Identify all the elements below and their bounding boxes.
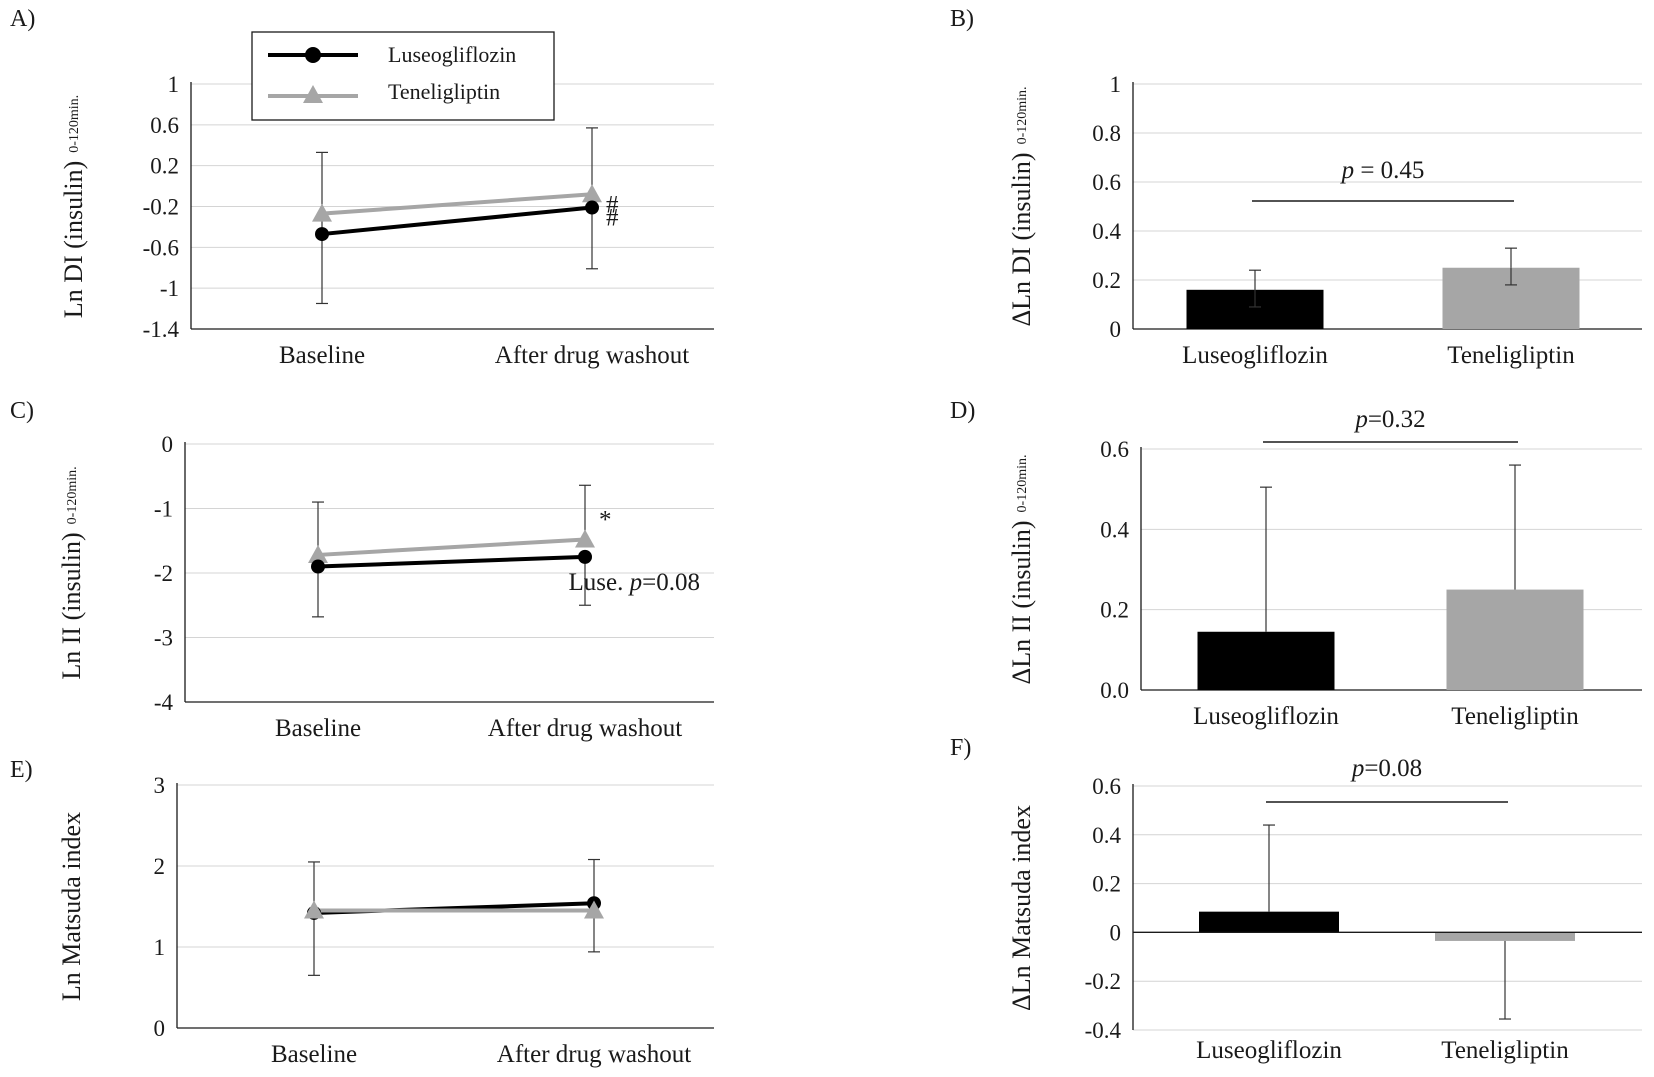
y-tick-label: -1.4	[143, 317, 180, 342]
panel-label: B)	[950, 6, 974, 32]
y-axis-label: Ln Matsuda index	[57, 812, 86, 1001]
legend-box	[251, 31, 555, 121]
y-tick-label: 0.4	[1092, 219, 1121, 244]
y-tick-label: 0.2	[1092, 872, 1121, 897]
x-category-label: After drug washout	[488, 715, 682, 742]
y-tick-label: 0	[154, 1016, 166, 1041]
y-tick-label: 0.6	[1092, 170, 1121, 195]
x-category-label: Luseogliflozin	[1196, 1037, 1342, 1064]
panel-a: A) 1 0.6 0.2 -0.2 -0.6 -1 -1.4 Ln DI (insulin)0-…	[10, 6, 714, 369]
panel-e: E) 3 2 1 0 Ln Matsuda index Baseline After drug…	[10, 757, 714, 1068]
panel-label: C)	[10, 398, 34, 424]
y-tick-label: -3	[154, 626, 173, 651]
y-tick-label: 2	[154, 854, 166, 879]
legend-marker-teneligliptin	[303, 85, 323, 103]
y-tick-label: 0.0	[1100, 678, 1129, 703]
bar-luseogliflozin	[1197, 631, 1335, 690]
y-tick-label: 0	[162, 432, 174, 457]
p-value-label: p=0.08	[1350, 755, 1422, 782]
annotation-marker: #	[606, 191, 619, 218]
bar-teneligliptin	[1435, 932, 1575, 941]
x-category-label: After drug washout	[497, 1041, 691, 1068]
annotation-pvalue: Luse. p=0.08	[569, 569, 700, 596]
y-tick-label: 0.2	[1092, 268, 1121, 293]
data-point-teneligliptin	[304, 900, 324, 919]
series-line-teneligliptin	[317, 537, 586, 557]
annotation-marker: #	[606, 205, 619, 232]
x-category-label: Baseline	[271, 1041, 357, 1068]
panel-label: F)	[950, 735, 971, 761]
y-tick-label: -0.2	[1085, 969, 1121, 994]
panel-c: C) 0 -1 -2 -3 -4 Ln II (insulin)0-120min. Basel…	[10, 398, 714, 742]
bar-luseogliflozin	[1199, 911, 1339, 933]
p-value-label: p=0.32	[1353, 406, 1425, 433]
series-line-luseogliflozin	[321, 205, 593, 237]
data-point-luseogliflozin	[578, 549, 592, 564]
y-tick-label: 0.2	[1100, 598, 1129, 623]
bar-teneligliptin	[1446, 589, 1584, 690]
x-category-label: Teneligliptin	[1451, 703, 1579, 730]
y-tick-label: -0.2	[143, 195, 179, 220]
x-category-label: Baseline	[275, 715, 361, 742]
data-point-luseogliflozin	[585, 200, 599, 215]
y-tick-label: 3	[154, 773, 166, 798]
data-point-teneligliptin	[575, 529, 595, 548]
y-tick-label: 0.4	[1100, 517, 1129, 542]
x-category-label: Luseogliflozin	[1193, 703, 1339, 730]
y-tick-label: 0	[1110, 920, 1122, 945]
data-point-luseogliflozin	[311, 559, 325, 574]
panel-d: D) 0.6 0.4 0.2 0.0 ΔLn II (insulin)0-120min. L…	[950, 398, 1642, 730]
y-tick-label: 0.2	[150, 154, 179, 179]
y-tick-label: -4	[154, 690, 174, 715]
x-category-label: Luseogliflozin	[1182, 342, 1328, 369]
data-point-teneligliptin	[582, 184, 602, 203]
annotation-marker: *	[599, 506, 612, 533]
y-tick-label: -2	[154, 561, 173, 586]
y-tick-label: 0.6	[1100, 437, 1129, 462]
y-axis-label: Ln DI (insulin)0-120min.	[59, 95, 88, 318]
legend-label-teneligliptin: Teneligliptin	[388, 79, 500, 104]
y-tick-label: 1	[1110, 72, 1122, 97]
y-tick-label: 0.8	[1092, 121, 1121, 146]
panel-f: F) 0.6 0.4 0.2 0 -0.2 -0.4 ΔLn Matsuda index Lus…	[950, 735, 1642, 1064]
y-tick-label: 1	[154, 935, 166, 960]
y-axis-label: Ln II (insulin)0-120min.	[57, 466, 86, 679]
x-category-label: After drug washout	[495, 342, 689, 369]
y-tick-label: 0.6	[1092, 774, 1121, 799]
panel-label: D)	[950, 398, 975, 424]
data-point-teneligliptin	[584, 900, 604, 919]
x-category-label: Teneligliptin	[1447, 342, 1575, 369]
legend-label-luseogliflozin: Luseogliflozin	[388, 42, 516, 67]
x-category-label: Baseline	[279, 342, 365, 369]
legend-marker-luseogliflozin	[305, 47, 321, 63]
y-tick-label: -0.4	[1085, 1018, 1122, 1043]
panel-label: A)	[10, 6, 35, 32]
data-point-luseogliflozin	[315, 227, 329, 242]
y-tick-label: 1	[168, 72, 180, 97]
y-tick-label: -0.6	[143, 235, 179, 260]
series-line-luseogliflozin	[317, 554, 586, 569]
y-tick-label: 0.6	[150, 113, 179, 138]
y-tick-label: 0	[1110, 317, 1122, 342]
y-tick-label: 0.4	[1092, 823, 1121, 848]
legend: Luseogliflozin Teneligliptin	[251, 31, 555, 121]
panel-b: B) 1 0.8 0.6 0.4 0.2 0 ΔLn DI (insulin)0-120min…	[950, 6, 1642, 369]
panels: A) 1 0.6 0.2 -0.2 -0.6 -1 -1.4 Ln DI (insulin)0-…	[10, 6, 1642, 1068]
y-axis-label: ΔLn II (insulin)0-120min.	[1007, 455, 1036, 685]
y-axis-label: ΔLn Matsuda index	[1007, 805, 1036, 1011]
panel-label: E)	[10, 757, 33, 783]
data-point-teneligliptin	[308, 544, 328, 563]
y-tick-label: -1	[160, 276, 179, 301]
series-line-teneligliptin	[321, 192, 593, 216]
data-point-teneligliptin	[312, 203, 332, 222]
y-axis-label: ΔLn DI (insulin)0-120min.	[1007, 86, 1036, 326]
x-category-label: Teneligliptin	[1441, 1037, 1569, 1064]
p-value-label: p = 0.45	[1340, 157, 1425, 184]
y-tick-label: -1	[154, 497, 173, 522]
